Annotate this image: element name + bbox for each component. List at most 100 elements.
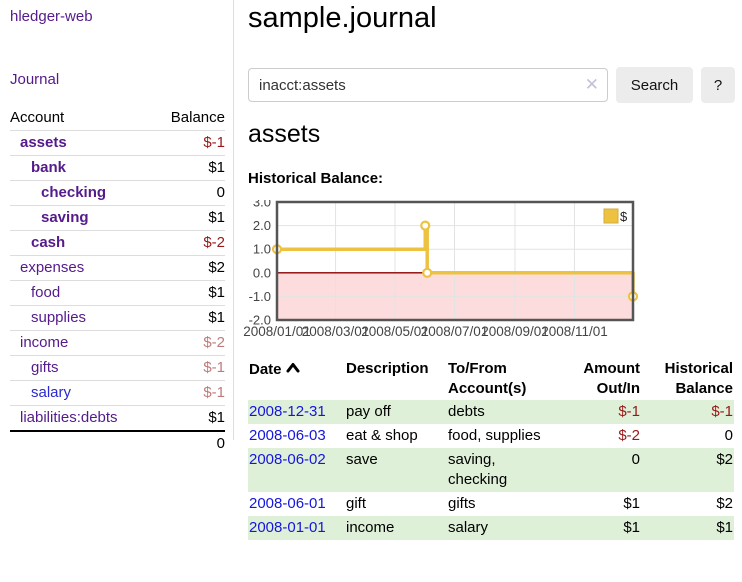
transaction-row: 2008-01-01incomesalary$1$1 (248, 516, 734, 540)
account-balance: $-1 (153, 131, 225, 156)
main-content: sample.journal ✕ Search ? assets Histori… (248, 0, 742, 582)
transaction-description: income (345, 516, 447, 540)
transactions-header-description: Description (345, 358, 447, 400)
svg-text:2.0: 2.0 (253, 218, 271, 233)
app-title-link[interactable]: hledger-web (10, 8, 93, 25)
account-link[interactable]: liabilities:debts (20, 409, 118, 426)
account-balance: $1 (153, 156, 225, 181)
accounts-header-account: Account (10, 106, 153, 131)
transactions-table: Date Description To/From Account(s) Amou… (248, 358, 734, 540)
sidebar-item-journal[interactable]: Journal (10, 71, 59, 88)
account-link[interactable]: salary (31, 384, 71, 401)
search-input[interactable] (248, 68, 608, 102)
accounts-table: Account Balance assets $-1 bank $1 checking 0… (10, 106, 225, 456)
date-header-label: Date (249, 361, 282, 378)
account-row: saving $1 (10, 206, 225, 231)
account-link[interactable]: food (31, 284, 60, 301)
help-button[interactable]: ? (701, 67, 735, 103)
transaction-amount: $-1 (553, 400, 641, 424)
svg-text:2008/09/01: 2008/09/01 (481, 324, 549, 339)
transaction-description: gift (345, 492, 447, 516)
accounts-header-balance: Balance (153, 106, 225, 131)
search-button[interactable]: Search (616, 67, 693, 103)
accounts-total-spacer (10, 431, 153, 456)
transaction-description: save (345, 448, 447, 492)
account-link[interactable]: gifts (31, 359, 59, 376)
account-link[interactable]: assets (20, 134, 67, 151)
transactions-header-amount: Amount Out/In (553, 358, 641, 400)
transactions-header-balance: Historical Balance (641, 358, 734, 400)
account-balance: $1 (153, 206, 225, 231)
account-heading: assets (248, 120, 320, 149)
transaction-accounts: food, supplies (447, 424, 553, 448)
account-link[interactable]: bank (31, 159, 66, 176)
account-balance: $-1 (153, 356, 225, 381)
transaction-balance: $2 (641, 448, 734, 492)
transactions-body: 2008-12-31pay offdebts$-1$-12008-06-03ea… (248, 400, 734, 540)
account-row: gifts $-1 (10, 356, 225, 381)
page-title: sample.journal (248, 2, 437, 35)
transactions-header-row: Date Description To/From Account(s) Amou… (248, 358, 734, 400)
account-link[interactable]: supplies (31, 309, 86, 326)
svg-text:2008/07/01: 2008/07/01 (421, 324, 489, 339)
transaction-description: eat & shop (345, 424, 447, 448)
accounts-header-row: Account Balance (10, 106, 225, 131)
chart-title: Historical Balance: (248, 170, 383, 187)
svg-text:0.0: 0.0 (253, 265, 271, 280)
transaction-date-link[interactable]: 2008-06-03 (249, 427, 326, 444)
account-balance: $-2 (153, 331, 225, 356)
account-row: supplies $1 (10, 306, 225, 331)
account-row: liabilities:debts $1 (10, 406, 225, 432)
account-row: checking 0 (10, 181, 225, 206)
svg-text:3.0: 3.0 (253, 200, 271, 210)
account-row: cash $-2 (10, 231, 225, 256)
transactions-header-accounts: To/From Account(s) (447, 358, 553, 400)
svg-text:-1.0: -1.0 (249, 289, 271, 304)
transaction-date-link[interactable]: 2008-06-01 (249, 495, 326, 512)
transaction-row: 2008-06-03 eat & shopfood, supplies$-20 (248, 424, 734, 448)
transaction-balance: 0 (641, 424, 734, 448)
account-balance: $2 (153, 256, 225, 281)
account-row: assets $-1 (10, 131, 225, 156)
transaction-row: 2008-12-31pay offdebts$-1$-1 (248, 400, 734, 424)
transaction-amount: $-2 (553, 424, 641, 448)
svg-text:2008/05/01: 2008/05/01 (361, 324, 429, 339)
transaction-accounts: salary (447, 516, 553, 540)
svg-text:1.0: 1.0 (253, 242, 271, 257)
transaction-date-link[interactable]: 2008-01-01 (249, 519, 326, 536)
account-balance: $-1 (153, 381, 225, 406)
transaction-row: 2008-06-02savesaving, checking0$2 (248, 448, 734, 492)
transaction-balance: $2 (641, 492, 734, 516)
account-link[interactable]: cash (31, 234, 65, 251)
account-balance: 0 (153, 181, 225, 206)
transaction-date-link[interactable]: 2008-12-31 (249, 403, 326, 420)
transaction-date-link[interactable]: 2008-06-02 (249, 451, 326, 468)
transaction-accounts: saving, checking (447, 448, 553, 492)
sort-ascending-icon (286, 359, 300, 379)
account-balance: $1 (153, 281, 225, 306)
account-balance: $1 (153, 306, 225, 331)
svg-text:2008/01/01: 2008/01/01 (243, 324, 311, 339)
account-row: bank $1 (10, 156, 225, 181)
transaction-accounts: gifts (447, 492, 553, 516)
historical-balance-chart: $3.02.01.00.0-1.0-2.02008/01/012008/03/0… (242, 200, 640, 347)
transaction-description: pay off (345, 400, 447, 424)
clear-search-icon[interactable]: ✕ (585, 76, 599, 94)
account-balance: $1 (153, 406, 225, 432)
account-link[interactable]: expenses (20, 259, 84, 276)
account-link[interactable]: saving (41, 209, 89, 226)
transaction-amount: $1 (553, 516, 641, 540)
account-row: income $-2 (10, 331, 225, 356)
sidebar-divider (233, 0, 234, 440)
account-link[interactable]: checking (41, 184, 106, 201)
transactions-header-date[interactable]: Date (248, 358, 345, 400)
account-link[interactable]: income (20, 334, 68, 351)
account-row: salary $-1 (10, 381, 225, 406)
svg-text:$: $ (620, 209, 628, 224)
transaction-accounts: debts (447, 400, 553, 424)
transaction-amount: $1 (553, 492, 641, 516)
accounts-total-value: 0 (153, 431, 225, 456)
account-balance: $-2 (153, 231, 225, 256)
account-row: food $1 (10, 281, 225, 306)
transaction-row: 2008-06-01 giftgifts$1$2 (248, 492, 734, 516)
